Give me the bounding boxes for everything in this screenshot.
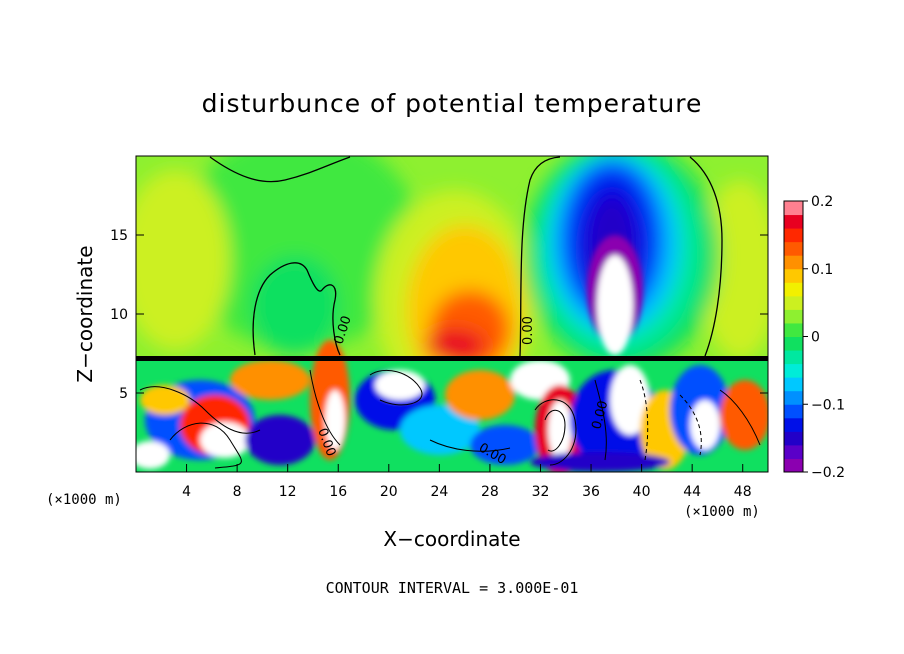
- surface-turbulence: [136, 340, 768, 472]
- contour-line: [369, 370, 423, 406]
- colorbar-swatch: [784, 268, 803, 283]
- blob: [690, 400, 720, 450]
- x-tick-label: 4: [182, 484, 191, 500]
- colorbar-swatch: [784, 390, 803, 405]
- x-unit-left: (×1000 m): [46, 492, 122, 508]
- blob: [720, 380, 768, 450]
- colorbar: [784, 201, 803, 473]
- blob: [610, 365, 650, 435]
- colorbar-tick-label: −0.1: [811, 397, 845, 413]
- colorbar-swatch: [784, 201, 803, 216]
- colorbar-swatch: [784, 255, 803, 270]
- colorbar-tick-label: 0: [811, 330, 820, 346]
- contour-line: [719, 389, 761, 446]
- contour-label: 0.00: [521, 316, 536, 345]
- contour-line: [594, 379, 607, 461]
- surface-layer: [136, 340, 768, 472]
- colorbar-swatch: [784, 295, 803, 310]
- colorbar-swatch: [784, 417, 803, 432]
- x-tick-label: 12: [279, 484, 297, 500]
- x-axis-label: X−coordinate: [383, 527, 520, 551]
- blob: [530, 452, 670, 472]
- yellow-right: [700, 180, 768, 360]
- x-tick-label: 28: [481, 484, 499, 500]
- chart-title: disturbunce of potential temperature: [202, 89, 703, 118]
- green-band-left: [180, 156, 420, 350]
- colorbar-swatch: [784, 404, 803, 419]
- colorbar-swatch: [784, 444, 803, 459]
- colorbar-swatch: [784, 214, 803, 229]
- negative-core: [587, 235, 643, 355]
- x-tick-label: 48: [734, 484, 752, 500]
- y-tick-label: 10: [110, 307, 128, 323]
- contour-weak-cell: [252, 262, 341, 356]
- x-tick-label: 32: [532, 484, 550, 500]
- colorbar-tick-label: 0.2: [811, 194, 833, 210]
- weak-negative-cell: [250, 255, 340, 355]
- contour-labels: 0.00 0.00 0.00 0.00 0.00: [314, 314, 611, 468]
- x-axis: 4 8 12 16 20 24 28 32 36 40 44 48: [182, 464, 752, 500]
- colorbar-swatch: [784, 309, 803, 324]
- colorbar-tick-label: −0.2: [811, 465, 845, 481]
- colorbar-swatch: [784, 241, 803, 256]
- neg-core-white: [597, 255, 633, 355]
- colorbar-swatch: [784, 322, 803, 337]
- y-axis-label: Z−coordinate: [73, 245, 97, 382]
- x-unit-right: (×1000 m): [684, 504, 760, 520]
- contour-line: [534, 399, 577, 466]
- colorbar-swatch: [784, 431, 803, 446]
- plume-core: [425, 329, 485, 361]
- x-tick-label: 16: [329, 484, 347, 500]
- surface-layer-top: [136, 356, 768, 361]
- plot-area: 0.00 0.00 0.00 0.00 0.00: [136, 156, 768, 472]
- blob: [325, 390, 345, 450]
- contour-line: [139, 386, 261, 434]
- colorbar-tick-label: 0.1: [811, 262, 833, 278]
- blob: [140, 385, 190, 415]
- colorbar-swatch: [784, 282, 803, 297]
- contour-line: [679, 394, 702, 456]
- yellow-left: [136, 170, 230, 350]
- colorbar-swatch: [784, 228, 803, 243]
- colorbar-ticks: 0.2 0.1 0 −0.1 −0.2: [803, 194, 845, 481]
- contour-top: [209, 156, 351, 183]
- y-tick-label: 5: [119, 386, 128, 402]
- blob: [548, 400, 572, 460]
- colorbar-swatch: [784, 363, 803, 378]
- contour-line: [429, 439, 511, 452]
- x-tick-label: 36: [582, 484, 600, 500]
- contour-interval: CONTOUR INTERVAL = 3.000E-01: [326, 579, 579, 597]
- contour-line: [544, 410, 566, 452]
- y-axis: 5 10 15: [110, 228, 768, 402]
- colorbar-swatch: [784, 336, 803, 351]
- contour-line: [309, 369, 341, 446]
- upper-contours: [209, 156, 723, 357]
- x-tick-label: 8: [233, 484, 242, 500]
- blob: [136, 441, 170, 469]
- blob: [230, 360, 310, 400]
- blob: [445, 370, 515, 420]
- blob: [400, 405, 480, 455]
- x-tick-label: 20: [380, 484, 398, 500]
- blob: [245, 415, 315, 465]
- colorbar-swatch: [784, 458, 803, 473]
- y-tick-label: 15: [110, 228, 128, 244]
- x-tick-label: 44: [683, 484, 701, 500]
- x-tick-label: 40: [633, 484, 651, 500]
- blob: [470, 425, 540, 465]
- x-tick-label: 24: [430, 484, 448, 500]
- contour-line: [639, 379, 649, 461]
- colorbar-swatch: [784, 377, 803, 392]
- blob: [200, 422, 250, 458]
- blob: [375, 370, 425, 400]
- contour-label: 0.00: [589, 399, 611, 431]
- contour-zero-negative: [519, 156, 723, 357]
- colorbar-swatch: [784, 350, 803, 365]
